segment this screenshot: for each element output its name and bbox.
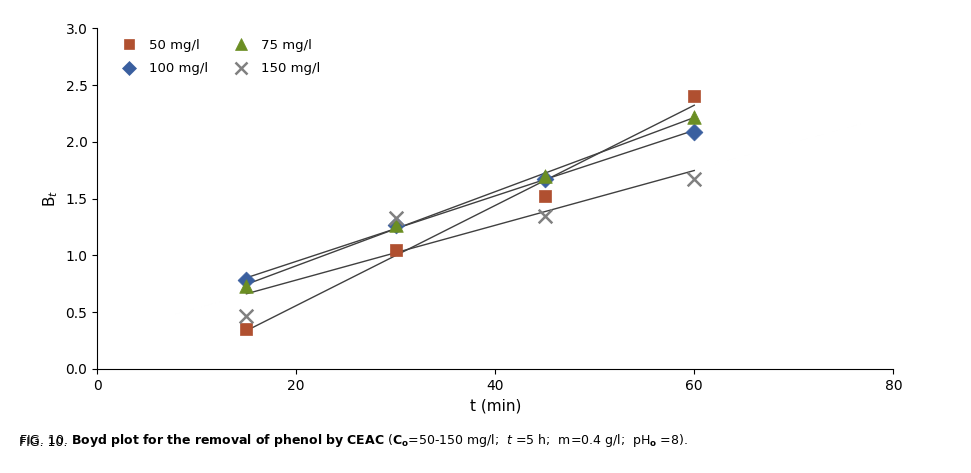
Point — [388, 214, 404, 222]
Point — [239, 325, 254, 333]
Point — [239, 277, 254, 284]
Point — [239, 282, 254, 290]
Point — [388, 246, 404, 254]
Y-axis label: B$_t$: B$_t$ — [41, 190, 60, 207]
Point — [686, 113, 702, 121]
Text: FIG. 10.: FIG. 10. — [19, 437, 72, 449]
Legend: 50 mg/l, 100 mg/l, 75 mg/l, 150 mg/l: 50 mg/l, 100 mg/l, 75 mg/l, 150 mg/l — [112, 35, 323, 79]
Point — [537, 175, 552, 183]
Point — [537, 212, 552, 219]
Point — [388, 221, 404, 228]
Text: FIG. 10. $\bf{Boyd\ plot\ for\ the\ removal\ of\ phenol\ by\ CEAC}$$\ (\mathbf{C: FIG. 10. $\bf{Boyd\ plot\ for\ the\ remo… — [19, 432, 688, 449]
Point — [239, 312, 254, 319]
Point — [388, 221, 404, 228]
Point — [537, 193, 552, 200]
X-axis label: t (min): t (min) — [470, 398, 520, 413]
Point — [686, 175, 702, 183]
Point — [686, 128, 702, 135]
Point — [686, 93, 702, 100]
Point — [537, 172, 552, 180]
